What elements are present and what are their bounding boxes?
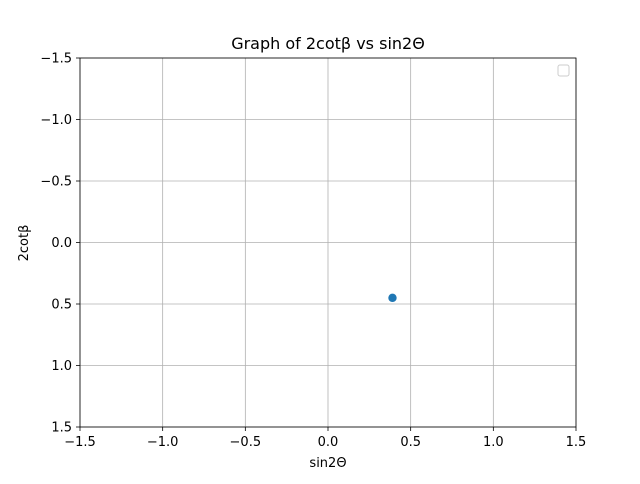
y-tick-label: −1.0 (40, 113, 72, 128)
x-tick-label: 1.0 (483, 435, 504, 450)
y-tick-label: −1.5 (40, 52, 72, 67)
y-axis-label: 2cotβ (17, 225, 32, 262)
y-tick-label: 1.0 (51, 359, 72, 374)
x-tick-label: 0.0 (318, 435, 339, 450)
data-point (388, 293, 397, 303)
legend-box (557, 64, 570, 77)
y-tick-label: −0.5 (40, 175, 72, 190)
x-tick-label: −1.5 (64, 435, 96, 450)
x-tick-label: −1.0 (147, 435, 179, 450)
x-tick-label: 0.5 (400, 435, 421, 450)
x-tick-label: 1.5 (566, 435, 587, 450)
y-tick-label: 1.5 (51, 421, 72, 436)
x-axis-label: sin2Θ (309, 456, 346, 471)
data-points (388, 293, 397, 303)
axis-ticks: −1.5 −1.0 −0.5 0.0 0.5 1.0 1.5−1.5−1.0−0.50.00… (40, 52, 586, 451)
chart-title: Graph of 2cotβ vs sin2Θ (231, 34, 425, 53)
x-tick-label: −0.5 (230, 435, 262, 450)
y-tick-label: 0.0 (51, 236, 72, 251)
legend (557, 64, 570, 77)
y-tick-label: 0.5 (51, 298, 72, 313)
